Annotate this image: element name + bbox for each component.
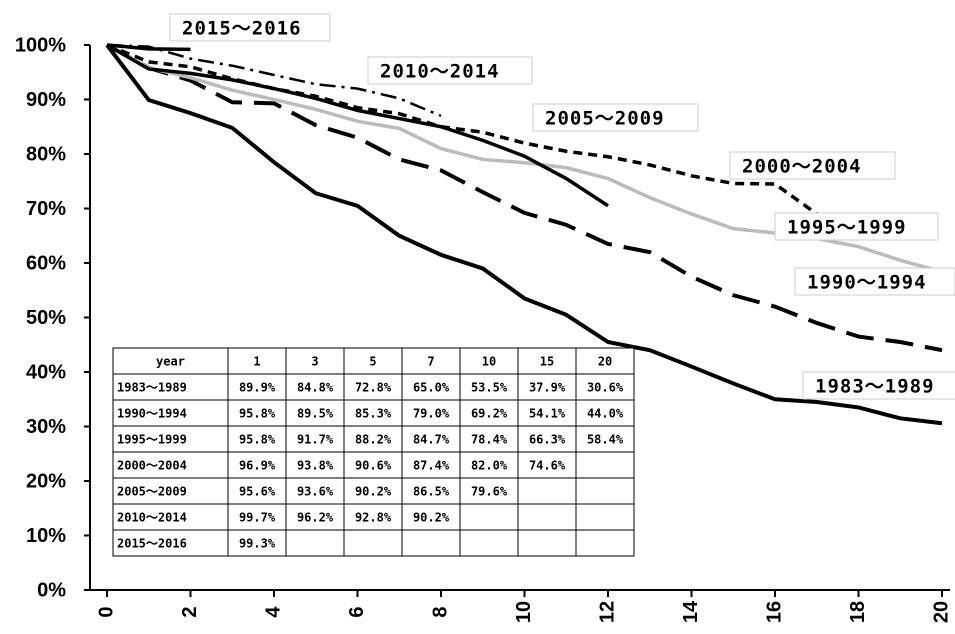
legend-label: 2010～2014 [380,61,500,83]
x-tick-label: 14 [680,600,702,623]
table-cell: 99.3% [239,537,276,551]
x-tick-label: 2 [179,606,201,617]
y-tick-label: 10% [26,525,66,547]
table-cell: 92.8% [355,511,392,525]
table-cell: 54.1% [529,407,566,421]
legend-box [367,56,533,85]
table-cell: 1990～1994 [117,407,187,421]
legend-label: 2000～2004 [742,156,862,178]
legend-box [729,151,896,180]
table-cell: 90.2% [355,485,392,499]
table-cell: 95.8% [239,407,276,421]
table-cell: 53.5% [471,381,508,395]
series-line [106,43,609,208]
x-tick-label: 0 [95,606,117,617]
table-cell: 91.7% [297,433,334,447]
table-cell: 69.2% [471,407,508,421]
legend-label: 2015～2016 [182,18,302,40]
table-header: 7 [427,355,434,369]
table-cell: 66.3% [529,433,566,447]
legend-label: 1995～1999 [787,217,907,239]
table-cell: 96.2% [297,511,334,525]
table-cell: 86.5% [413,485,450,499]
x-tick-label: 12 [596,601,618,623]
x-tick-label: 18 [847,601,869,623]
table-cell: 37.9% [529,381,566,395]
table-header: 15 [540,355,554,369]
series-line [105,43,943,426]
table-cell: 82.0% [471,459,508,473]
table-cell: 44.0% [587,407,624,421]
table-cell: 30.6% [587,381,624,395]
legend-box [169,13,331,42]
table-cell: 89.9% [239,381,276,395]
table-cell: 79.6% [471,485,508,499]
x-tick-label: 20 [930,601,952,623]
table-cell: 84.7% [413,433,450,447]
table-cell: 93.8% [297,459,334,473]
legend-label: 1983～1989 [815,376,935,398]
legend-box [802,371,955,400]
x-tick-label: 4 [262,606,284,618]
y-tick-label: 90% [26,89,66,111]
y-tick-label: 70% [26,198,66,220]
table-cell: 87.4% [413,459,450,473]
table-cell: 90.6% [355,459,392,473]
table-cell: 1995～1999 [117,433,187,447]
table-cell: 84.8% [297,381,334,395]
legend-label: 1990～1994 [807,272,927,294]
y-tick-label: 100% [15,34,66,56]
table-cell: 88.2% [355,433,392,447]
table-header: 3 [311,355,318,369]
series-line [106,43,191,52]
table-cell: 89.5% [297,407,334,421]
table-cell: 2015～2016 [117,537,187,551]
table-cell: 1983～1989 [117,381,187,395]
table-cell: 2000～2004 [117,459,187,473]
x-tick-label: 8 [429,606,451,617]
legend-box [794,267,955,296]
y-tick-label: 60% [26,252,66,274]
table-header: 5 [369,355,376,369]
table-cell: 78.4% [471,433,508,447]
y-tick-label: 40% [26,361,66,383]
y-tick-label: 0% [37,579,66,601]
series-line [106,43,818,216]
legend-box [774,212,939,241]
table-cell: 74.6% [529,459,566,473]
table-cell: 95.8% [239,433,276,447]
y-tick-label: 80% [26,143,66,165]
y-tick-label: 20% [26,470,66,492]
table-cell: 58.4% [587,433,624,447]
table-cell: 2010～2014 [117,511,187,525]
legend-box [532,103,699,132]
table-header: 10 [482,355,496,369]
x-tick-label: 10 [513,601,535,623]
table-cell: 85.3% [355,407,392,421]
table-header: year [156,355,185,369]
x-tick-label: 6 [346,606,368,617]
y-tick-label: 30% [26,416,66,438]
table-cell: 2005～2009 [117,485,187,499]
table-cell: 90.2% [413,511,450,525]
table-cell: 79.0% [413,407,450,421]
table-header: 1 [253,355,260,369]
table-cell: 72.8% [355,381,392,395]
y-tick-label: 50% [26,307,66,329]
series-line [106,43,943,353]
table-cell: 96.9% [239,459,276,473]
table-header: 20 [598,355,612,369]
table-cell: 95.6% [239,485,276,499]
table-cell: 93.6% [297,485,334,499]
table-cell: 99.7% [239,511,276,525]
table-cell: 65.0% [413,381,450,395]
x-tick-label: 16 [763,601,785,623]
legend-label: 2005～2009 [545,108,665,130]
series-line [106,43,442,118]
